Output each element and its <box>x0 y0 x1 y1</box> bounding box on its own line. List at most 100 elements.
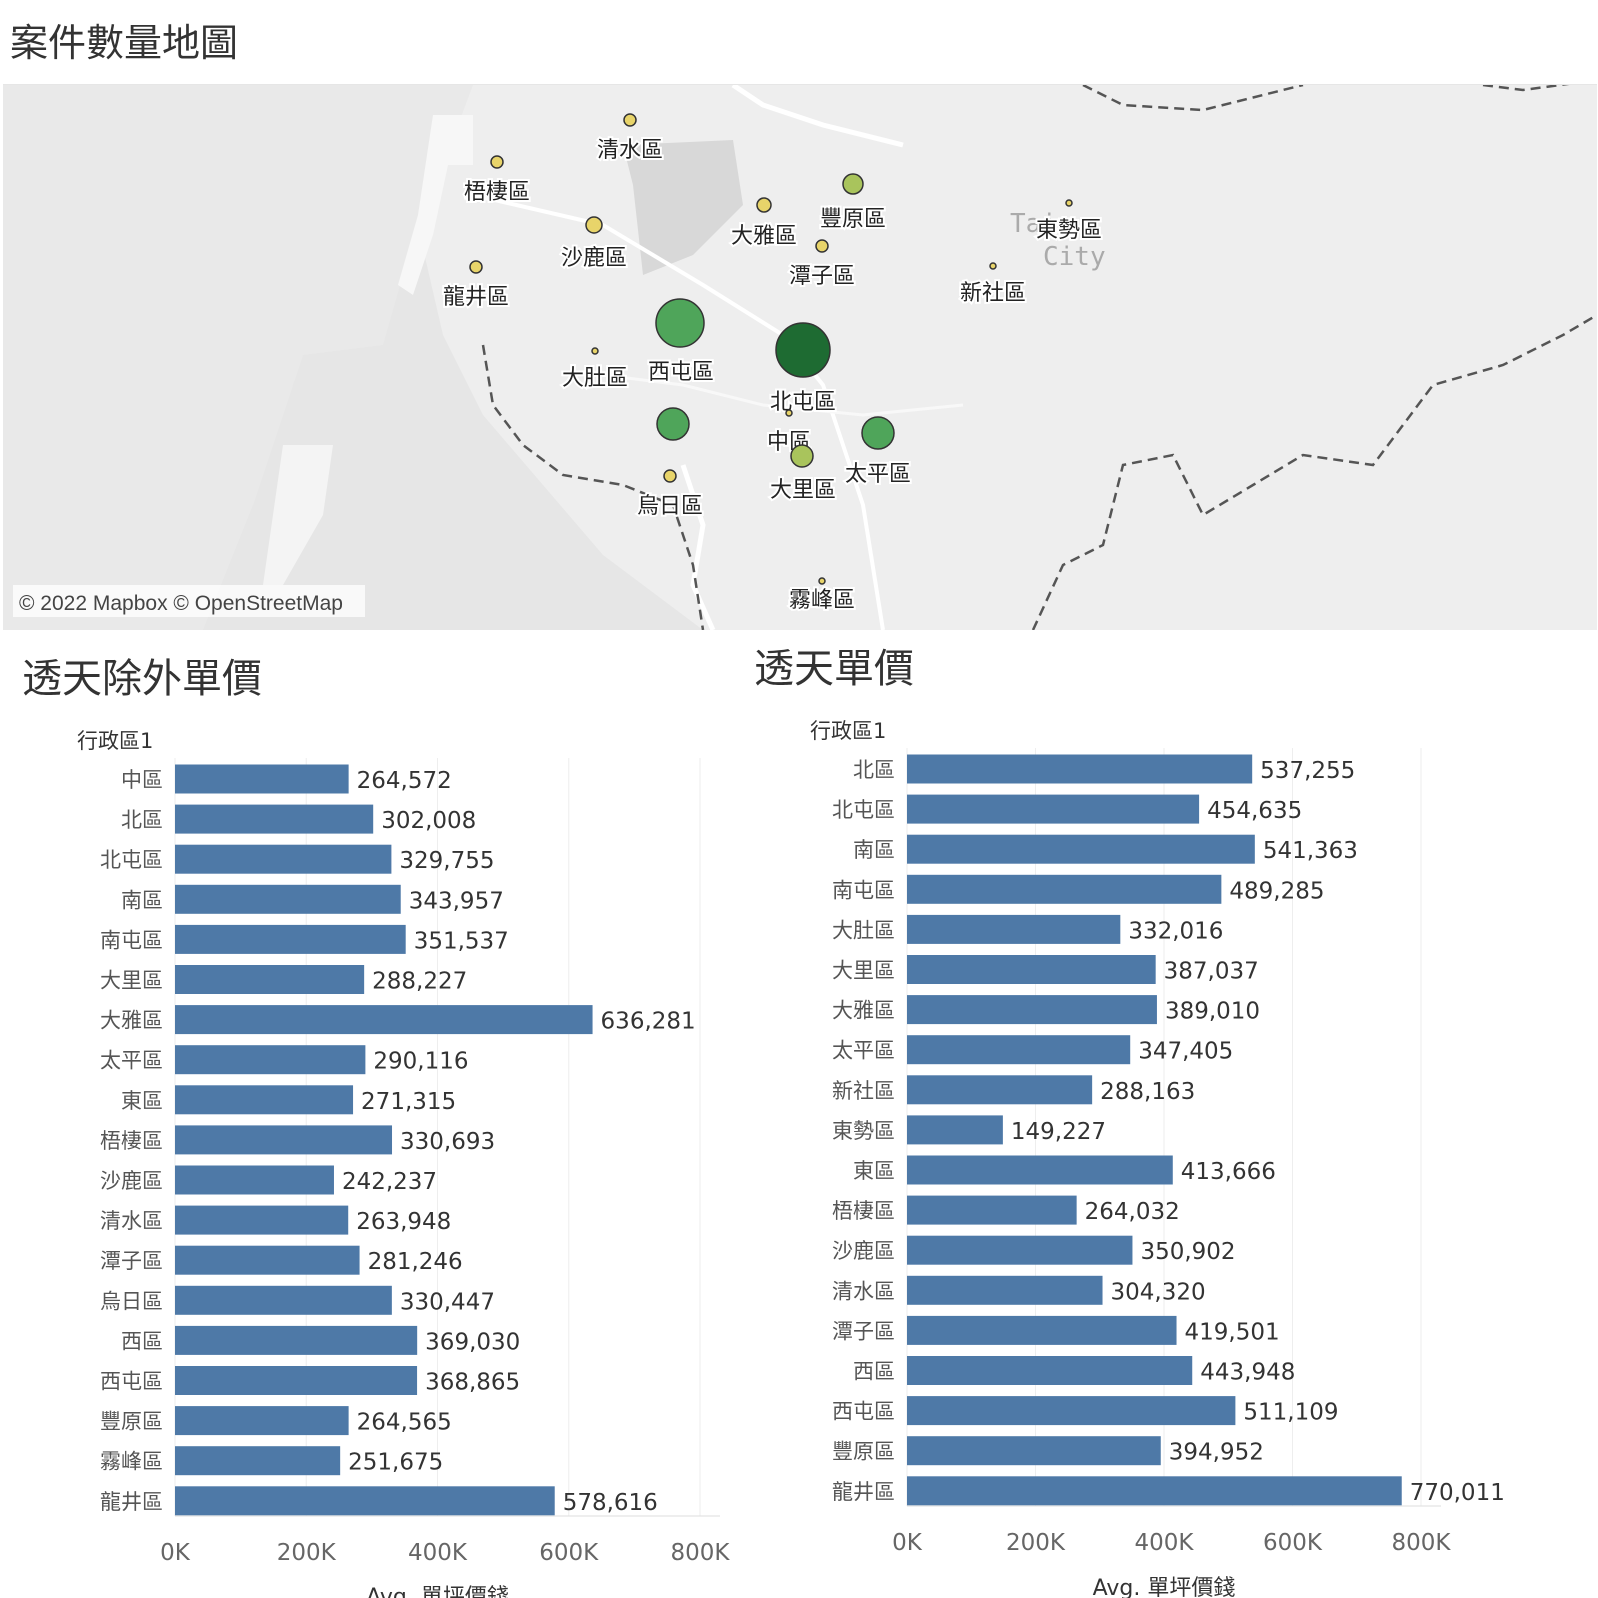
district-marker[interactable] <box>663 469 677 483</box>
map-river <box>680 464 716 630</box>
category-label: 南屯區 <box>832 878 895 902</box>
district-marker[interactable] <box>989 262 997 270</box>
bar[interactable] <box>175 1325 418 1355</box>
district-marker[interactable] <box>656 407 690 441</box>
data-label: 413,666 <box>1181 1159 1276 1185</box>
data-label: 288,163 <box>1100 1079 1195 1105</box>
district-label: 大里區 <box>770 478 836 503</box>
district-marker[interactable] <box>790 444 814 468</box>
data-label: 263,948 <box>356 1209 451 1235</box>
bar[interactable] <box>175 1486 555 1516</box>
bar[interactable] <box>907 794 1200 824</box>
bar[interactable] <box>907 1155 1173 1185</box>
bar[interactable] <box>907 914 1121 944</box>
district-marker[interactable] <box>623 113 637 127</box>
bar[interactable] <box>907 874 1222 904</box>
data-label: 329,755 <box>399 848 494 874</box>
district-label: 中區 <box>767 430 811 455</box>
district-marker[interactable] <box>585 216 603 234</box>
data-label: 251,675 <box>348 1450 443 1476</box>
category-label: 潭子區 <box>832 1319 895 1343</box>
bar[interactable] <box>175 1446 341 1476</box>
bar[interactable] <box>175 1045 366 1075</box>
bar[interactable] <box>907 1195 1077 1225</box>
district-marker[interactable] <box>591 347 599 355</box>
map-attribution-bg <box>13 585 365 617</box>
data-label: 541,363 <box>1263 838 1358 864</box>
bar[interactable] <box>175 1165 334 1195</box>
district-marker[interactable] <box>842 173 864 195</box>
bar[interactable] <box>907 1356 1193 1385</box>
bar[interactable] <box>175 1245 360 1275</box>
category-label: 沙鹿區 <box>832 1239 895 1263</box>
bar[interactable] <box>907 1235 1133 1265</box>
district-marker[interactable] <box>815 239 829 253</box>
map-attribution[interactable]: © 2022 Mapbox © OpenStreetMap <box>19 592 343 615</box>
category-label: 梧棲區 <box>832 1199 895 1223</box>
category-label: 太平區 <box>100 1049 163 1073</box>
district-label: 沙鹿區 <box>561 246 627 271</box>
district-marker[interactable] <box>469 260 483 274</box>
bar[interactable] <box>907 1476 1402 1506</box>
bar[interactable] <box>175 844 392 874</box>
data-label: 330,447 <box>400 1289 495 1315</box>
bar[interactable] <box>175 804 374 834</box>
bar[interactable] <box>175 965 365 994</box>
district-marker[interactable] <box>818 577 826 585</box>
data-label: 332,016 <box>1128 918 1223 944</box>
bar[interactable] <box>907 1436 1161 1466</box>
data-label: 351,537 <box>414 928 509 954</box>
bar[interactable] <box>907 1396 1236 1426</box>
bar[interactable] <box>175 1085 354 1115</box>
bar[interactable] <box>175 924 406 954</box>
category-label: 霧峰區 <box>100 1450 163 1474</box>
district-marker[interactable] <box>1065 199 1073 207</box>
category-label: 豐原區 <box>832 1440 895 1464</box>
x-tick-label: 800K <box>671 1540 731 1566</box>
district-label: 新社區 <box>960 281 1026 306</box>
category-label: 西屯區 <box>832 1400 895 1424</box>
x-axis-title: Avg. 單坪價錢 <box>366 1585 509 1598</box>
data-label: 394,952 <box>1169 1440 1264 1466</box>
data-label: 304,320 <box>1111 1279 1206 1305</box>
bar[interactable] <box>907 1035 1131 1065</box>
data-label: 264,572 <box>357 768 452 794</box>
bar[interactable] <box>907 955 1156 984</box>
bar[interactable] <box>907 995 1157 1025</box>
district-marker[interactable] <box>861 416 895 450</box>
bar[interactable] <box>907 1275 1103 1305</box>
district-marker[interactable] <box>756 197 772 213</box>
bar[interactable] <box>175 1406 349 1436</box>
district-marker[interactable] <box>655 298 705 348</box>
data-label: 389,010 <box>1165 999 1260 1025</box>
bar[interactable] <box>907 754 1253 784</box>
map-boundary <box>1482 85 1570 92</box>
data-label: 350,902 <box>1140 1239 1235 1265</box>
bar[interactable] <box>175 1366 418 1395</box>
district-marker[interactable] <box>490 155 504 169</box>
category-label: 北屯區 <box>832 798 895 822</box>
district-marker[interactable] <box>775 322 831 378</box>
category-label: 東勢區 <box>832 1119 895 1143</box>
bar[interactable] <box>175 1005 593 1035</box>
district-label: 北屯區 <box>770 390 836 415</box>
map-road <box>731 85 904 148</box>
bar[interactable] <box>907 834 1255 864</box>
bar[interactable] <box>175 1205 349 1235</box>
data-label: 302,008 <box>381 808 476 834</box>
category-label: 清水區 <box>832 1279 895 1303</box>
bar[interactable] <box>175 764 349 794</box>
district-marker[interactable] <box>785 409 793 417</box>
bar[interactable] <box>907 1315 1177 1345</box>
bar[interactable] <box>175 1125 393 1155</box>
category-label: 豐原區 <box>100 1410 163 1434</box>
district-map[interactable]: Taic City 清水區 梧棲區 沙鹿區 龍井區 大雅區 豐原區 潭子區 東勢區 新社區 大肚區… <box>3 84 1597 630</box>
bar[interactable] <box>907 1115 1003 1145</box>
district-label: 潭子區 <box>789 264 855 289</box>
bar[interactable] <box>907 1075 1093 1105</box>
bar[interactable] <box>175 1285 392 1315</box>
map-city-label: City <box>1043 242 1106 272</box>
bar[interactable] <box>175 884 401 914</box>
